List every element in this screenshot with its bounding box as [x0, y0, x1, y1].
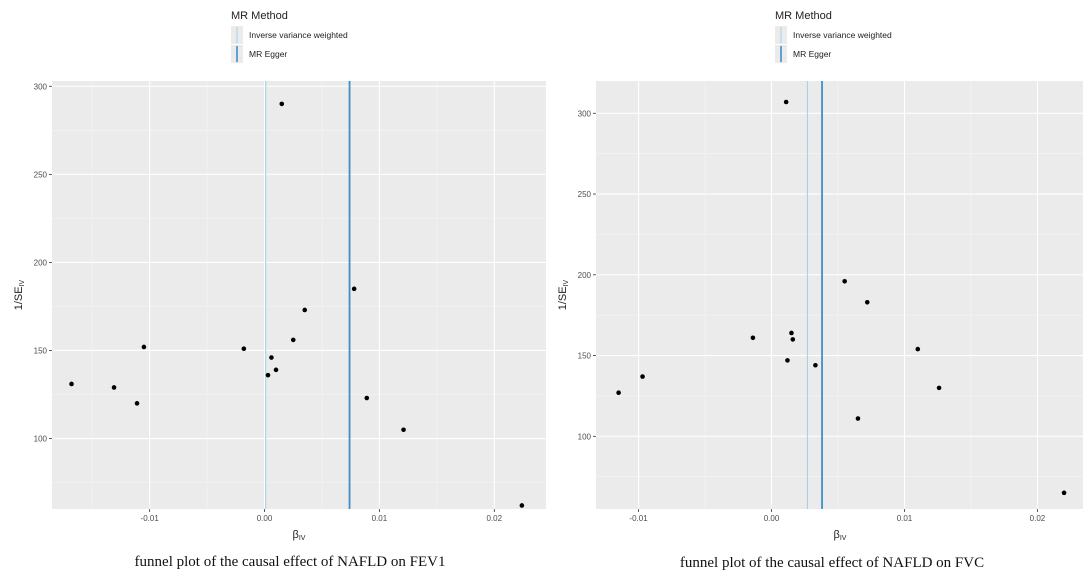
funnel-plot-fev1: MR Method Inverse variance weighted MR Egg…: [13, 10, 546, 570]
x-tick-label: 0.00: [764, 514, 780, 523]
data-point: [855, 416, 861, 421]
data-point: [813, 362, 818, 368]
data-point: [915, 346, 921, 352]
legend-label-ivw: Inverse variance weighted: [793, 30, 892, 40]
data-point: [936, 385, 942, 391]
y-axis-title: 1/SEIV: [557, 279, 570, 310]
data-point: [616, 390, 621, 396]
y-tick-label: 100: [34, 435, 48, 444]
data-point: [351, 286, 357, 292]
y-tick-label: 250: [34, 170, 48, 179]
legend-label-mr-egger: MR Egger: [249, 49, 287, 59]
plot-panel: [596, 81, 1083, 509]
y-axis-title: 1/SEIV: [13, 279, 26, 310]
funnel-plot-fvc: MR Method Inverse variance weighted MR Egg…: [550, 0, 1083, 576]
data-point: [141, 344, 147, 350]
data-point: [401, 427, 406, 433]
x-tick-label: 0.01: [372, 514, 388, 523]
data-point: [842, 278, 847, 284]
data-point: [265, 372, 271, 378]
legend: MR Method Inverse variance weighted MR Egg…: [775, 10, 892, 63]
data-point: [302, 307, 308, 313]
legend-label-ivw: Inverse variance weighted: [249, 30, 348, 40]
y-tick-label: 200: [34, 258, 48, 267]
x-tick-label: 0.02: [487, 514, 503, 523]
data-point: [364, 395, 370, 401]
y-tick-label: 150: [578, 352, 592, 361]
legend: MR Method Inverse variance weighted MR Egg…: [231, 10, 348, 63]
x-tick-label: 0.02: [1030, 514, 1046, 523]
legend-title: MR Method: [231, 10, 288, 22]
chart-svg-fvc: MR Method Inverse variance weighted MR Egg…: [557, 10, 1083, 571]
data-point: [790, 337, 796, 342]
data-point: [279, 101, 285, 107]
data-point: [1061, 490, 1067, 496]
y-tick-label: 300: [578, 109, 592, 118]
y-tick-label: 200: [578, 271, 592, 280]
x-axis-title: βIV: [834, 529, 847, 542]
data-point: [69, 381, 74, 387]
chart-svg-fev1: MR Method Inverse variance weighted MR Egg…: [13, 10, 546, 570]
legend-label-mr-egger: MR Egger: [793, 49, 831, 59]
data-point: [111, 385, 117, 390]
data-point: [864, 299, 870, 305]
data-point: [290, 337, 296, 343]
x-axis-title: βIV: [293, 529, 306, 542]
x-tick-label: 0.01: [897, 514, 913, 523]
y-tick-label: 150: [34, 346, 48, 355]
data-point: [273, 367, 279, 373]
data-point: [783, 99, 789, 105]
y-tick-label: 300: [34, 82, 48, 91]
data-point: [269, 355, 274, 360]
y-tick-label: 250: [578, 190, 592, 199]
plot-panel: [52, 81, 546, 509]
x-tick-label: -0.01: [141, 514, 160, 523]
data-point: [785, 358, 790, 363]
data-point: [241, 346, 247, 352]
data-point: [134, 401, 140, 406]
y-tick-label: 100: [578, 432, 592, 441]
data-point: [640, 374, 645, 379]
x-tick-label: 0.00: [257, 514, 273, 523]
data-point: [519, 503, 525, 508]
data-point: [750, 335, 756, 341]
figure-caption: funnel plot of the causal effect of NAFL…: [135, 554, 446, 570]
figure-caption: funnel plot of the causal effect of NAFL…: [680, 555, 984, 571]
legend-title: MR Method: [775, 10, 832, 22]
data-point: [789, 330, 794, 336]
x-tick-label: -0.01: [629, 514, 648, 523]
